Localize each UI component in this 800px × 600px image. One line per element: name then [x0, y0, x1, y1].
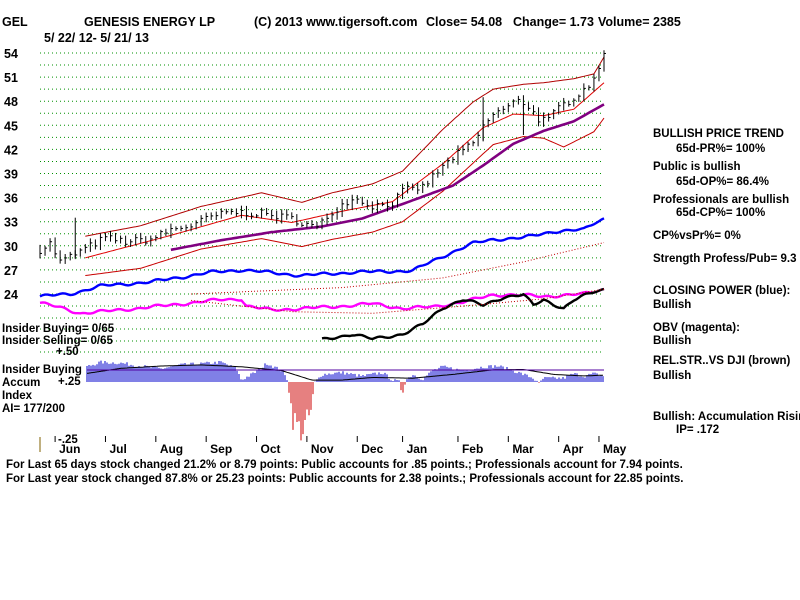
price-bars — [39, 50, 606, 264]
x-tick-label: Dec — [361, 442, 383, 456]
x-tick-label: Feb — [462, 442, 483, 456]
accum-label-index: Index — [2, 390, 33, 402]
x-tick-label: Jan — [407, 442, 428, 456]
cp-vs-pr: CP%vsPr%= 0% — [653, 230, 741, 242]
x-tick-label: Sep — [210, 442, 232, 456]
accum-axis-ticks: +.50 +.25 -.25 — [56, 346, 81, 446]
y-tick-label: 36 — [4, 192, 18, 206]
y-tick-label: 42 — [4, 143, 18, 157]
y-tick-label: 45 — [4, 119, 18, 133]
ma21-line — [85, 82, 605, 259]
y-tick-label: 27 — [4, 264, 18, 278]
accum-tick-label: +.25 — [58, 376, 81, 388]
y-tick-label: 39 — [4, 168, 18, 182]
upper-band-line — [85, 56, 605, 237]
x-tick-label: Apr — [563, 442, 584, 456]
public-status: Public is bullish — [653, 161, 741, 173]
obv-ma-line — [191, 288, 605, 314]
ip-value: IP= .172 — [676, 424, 719, 436]
relstr-status: Bullish — [653, 370, 691, 382]
accum-label-accum: Accum — [2, 377, 40, 389]
accum-label-insider: Insider Buying — [2, 364, 82, 376]
x-axis-ticks: Jun Jul Aug Sep Oct Nov Dec Jan Feb Mar Apr May — [54, 436, 627, 456]
cp-ma-line — [191, 242, 605, 295]
volume: Volume= 2385 — [598, 15, 681, 29]
accum-tick-label: -.25 — [58, 434, 78, 446]
x-tick-label: Jul — [109, 442, 126, 456]
copyright: (C) 2013 www.tigersoft.com — [254, 15, 417, 29]
obv-status: Bullish — [653, 335, 691, 347]
price-change: Change= 1.73 — [513, 15, 594, 29]
insider-buying-label: Insider Buying= 0/65 — [2, 323, 115, 335]
sidebar-summary: BULLISH PRICE TREND 65d-PR%= 100% Public… — [653, 128, 800, 436]
closing-power-label: CLOSING POWER (blue): — [653, 285, 790, 297]
footer-year: For Last year stock changed 87.8% or 25.… — [6, 473, 683, 485]
relstr-label: REL.STR..VS DJI (brown) — [653, 355, 791, 367]
ticker-symbol: GEL — [2, 15, 28, 29]
series-lines — [39, 56, 605, 341]
accum-status: Bullish: Accumulation Rising — [653, 411, 800, 423]
company-name: GENESIS ENERGY LP — [84, 15, 215, 29]
date-range: 5/ 22/ 12- 5/ 21/ 13 — [44, 31, 149, 45]
closing-power-status: Bullish — [653, 299, 691, 311]
accumulation-histogram — [86, 360, 604, 441]
x-tick-label: Jun — [59, 442, 80, 456]
close-price: Close= 54.08 — [426, 15, 502, 29]
y-axis-ticks: 54 51 48 45 42 39 36 33 30 27 24 — [4, 47, 18, 302]
cp-value: 65d-CP%= 100% — [676, 207, 765, 219]
x-tick-label: Aug — [160, 442, 183, 456]
footer-65day: For Last 65 days stock changed 21.2% or … — [6, 459, 683, 471]
x-tick-label: Oct — [261, 442, 281, 456]
x-tick-label: May — [603, 442, 627, 456]
obv-line — [39, 287, 605, 315]
lower-band-line — [85, 117, 605, 276]
y-tick-label: 33 — [4, 216, 18, 230]
x-tick-label: Mar — [512, 442, 534, 456]
obv-label: OBV (magenta): — [653, 322, 740, 334]
pr-value: 65d-PR%= 100% — [676, 143, 765, 155]
relstr-line — [321, 287, 605, 341]
op-value: 65d-OP%= 86.4% — [676, 176, 769, 188]
x-tick-label: Nov — [311, 442, 334, 456]
y-tick-label: 24 — [4, 288, 18, 302]
trend-title: BULLISH PRICE TREND — [653, 128, 784, 140]
pros-status: Professionals are bullish — [653, 194, 789, 206]
closing-power-line — [39, 217, 605, 298]
strength-ratio: Strength Profess/Pub= 9.3 — [653, 253, 796, 265]
y-tick-label: 30 — [4, 240, 18, 254]
insider-selling-label: Insider Selling= 0/65 — [2, 335, 113, 347]
y-tick-label: 51 — [4, 71, 18, 85]
ai-score: AI= 177/200 — [2, 403, 65, 415]
y-tick-label: 54 — [4, 47, 18, 61]
accum-tick-label: +.50 — [56, 346, 79, 358]
y-tick-label: 48 — [4, 95, 18, 109]
